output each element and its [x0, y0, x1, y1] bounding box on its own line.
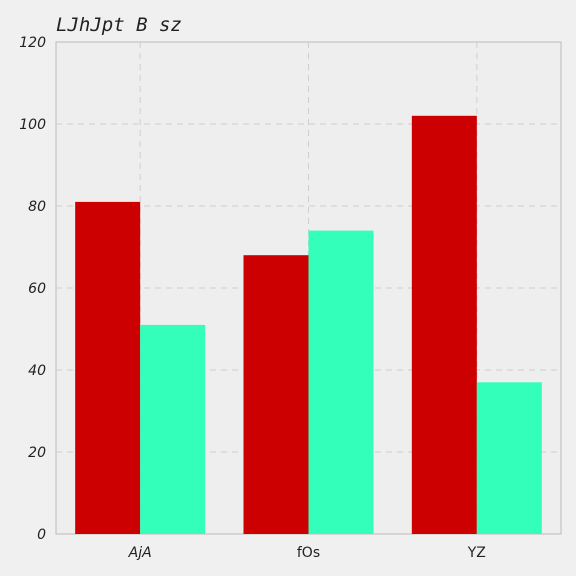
chart-title: LJhJpt B sz	[56, 14, 182, 36]
bars	[75, 115, 542, 535]
bar-series-1-fOs	[243, 255, 309, 534]
bar-series-2-YZ	[476, 382, 542, 534]
y-tick-label: 120	[19, 35, 46, 51]
y-tick-label: 0	[37, 527, 46, 543]
y-tick-label: 20	[28, 445, 46, 461]
x-axis-ticks: AjA fOs YZ	[128, 545, 486, 561]
bar-series-1-YZ	[411, 115, 477, 535]
x-tick-label: fOs	[297, 545, 320, 561]
y-tick-label: 100	[19, 117, 46, 133]
y-axis-ticks: 0 20 40 60 80 100 120	[19, 35, 46, 543]
y-tick-label: 60	[28, 281, 46, 297]
bar-series-2-AjA	[140, 324, 206, 534]
y-tick-label: 40	[28, 363, 46, 379]
x-tick-label: YZ	[467, 545, 486, 561]
bar-series-2-fOs	[308, 230, 374, 534]
y-tick-label: 80	[28, 199, 46, 215]
bar-series-1-AjA	[75, 201, 141, 534]
x-tick-label: AjA	[128, 545, 152, 561]
